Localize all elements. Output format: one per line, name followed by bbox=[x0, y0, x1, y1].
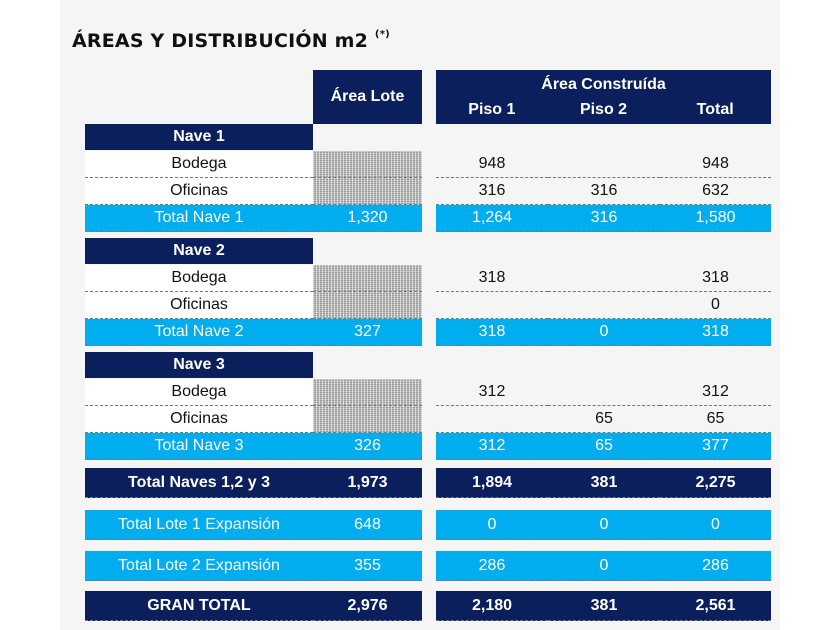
row-label: Bodega bbox=[85, 265, 313, 292]
piso1-value bbox=[436, 406, 548, 433]
detail-row: Bodega 318 318 bbox=[0, 265, 840, 292]
nave-header-row: Nave 2 bbox=[0, 238, 840, 264]
piso1-value: 318 bbox=[436, 265, 548, 292]
page-title: ÁREAS Y DISTRIBUCIÓN m2 (*) bbox=[72, 28, 390, 52]
header-area-construida: Área Construída Piso 1 Piso 2 Total bbox=[436, 70, 771, 124]
piso2-value: 316 bbox=[548, 178, 660, 205]
summary-total: 2,275 bbox=[660, 468, 771, 498]
summary-lote: 2,976 bbox=[313, 591, 422, 621]
subtotal-piso1: 1,264 bbox=[436, 205, 548, 232]
nave-subtotal-row: Total Nave 3 326 312 65 377 bbox=[0, 433, 840, 460]
subtotal-piso1: 312 bbox=[436, 433, 548, 460]
header-piso2: Piso 2 bbox=[579, 101, 628, 118]
detail-row: Bodega 948 948 bbox=[0, 151, 840, 178]
total-value: 948 bbox=[660, 151, 771, 178]
total-value: 318 bbox=[660, 265, 771, 292]
detail-row: Oficinas 316 316 632 bbox=[0, 178, 840, 205]
piso2-value bbox=[548, 379, 660, 406]
summary-piso2: 0 bbox=[548, 551, 660, 581]
summary-piso1: 286 bbox=[436, 551, 548, 581]
piso2-value: 65 bbox=[548, 406, 660, 433]
total-value: 65 bbox=[660, 406, 771, 433]
area-lote-hatched-cell bbox=[313, 178, 422, 205]
subtotal-total: 377 bbox=[660, 433, 771, 460]
subtotal-total: 318 bbox=[660, 319, 771, 346]
row-label: Oficinas bbox=[85, 292, 313, 319]
piso2-value bbox=[548, 151, 660, 178]
summary-row: Total Lote 1 Expansión 648 0 0 0 bbox=[0, 510, 840, 540]
title-footnote-marker: (*) bbox=[374, 28, 390, 40]
row-label: Oficinas bbox=[85, 406, 313, 433]
summary-total: 286 bbox=[660, 551, 771, 581]
summary-label: Total Naves 1,2 y 3 bbox=[85, 468, 313, 498]
header-piso1: Piso 1 bbox=[468, 101, 516, 118]
summary-row: Total Naves 1,2 y 3 1,973 1,894 381 2,275 bbox=[0, 468, 840, 498]
subtotal-lote: 327 bbox=[313, 319, 422, 346]
subtotal-piso2: 65 bbox=[548, 433, 660, 460]
piso1-value bbox=[436, 292, 548, 319]
subtotal-label: Total Nave 2 bbox=[85, 319, 313, 346]
summary-piso1: 2,180 bbox=[436, 591, 548, 621]
total-value: 0 bbox=[660, 292, 771, 319]
header-total: Total bbox=[696, 101, 734, 118]
piso1-value: 312 bbox=[436, 379, 548, 406]
summary-lote: 355 bbox=[313, 551, 422, 581]
summary-label: Total Lote 2 Expansión bbox=[85, 551, 313, 581]
summary-piso2: 381 bbox=[548, 468, 660, 498]
summary-piso1: 1,894 bbox=[436, 468, 548, 498]
summary-lote: 1,973 bbox=[313, 468, 422, 498]
total-value: 632 bbox=[660, 178, 771, 205]
total-value: 312 bbox=[660, 379, 771, 406]
area-lote-hatched-cell bbox=[313, 265, 422, 292]
subtotal-lote: 326 bbox=[313, 433, 422, 460]
summary-total: 0 bbox=[660, 510, 771, 540]
piso2-value bbox=[548, 292, 660, 319]
nave-subtotal-row: Total Nave 1 1,320 1,264 316 1,580 bbox=[0, 205, 840, 232]
area-lote-hatched-cell bbox=[313, 292, 422, 319]
subtotal-piso1: 318 bbox=[436, 319, 548, 346]
piso1-value: 316 bbox=[436, 178, 548, 205]
piso1-value: 948 bbox=[436, 151, 548, 178]
summary-piso2: 0 bbox=[548, 510, 660, 540]
summary-total: 2,561 bbox=[660, 591, 771, 621]
nave-header-row: Nave 3 bbox=[0, 352, 840, 378]
summary-label: GRAN TOTAL bbox=[85, 591, 313, 621]
piso2-value bbox=[548, 265, 660, 292]
area-lote-hatched-cell bbox=[313, 379, 422, 406]
summary-piso1: 0 bbox=[436, 510, 548, 540]
subtotal-piso2: 316 bbox=[548, 205, 660, 232]
summary-row: Total Lote 2 Expansión 355 286 0 286 bbox=[0, 551, 840, 581]
title-text: ÁREAS Y DISTRIBUCIÓN m2 bbox=[72, 30, 369, 52]
subtotal-label: Total Nave 3 bbox=[85, 433, 313, 460]
row-label: Bodega bbox=[85, 379, 313, 406]
detail-row: Bodega 312 312 bbox=[0, 379, 840, 406]
nave-name: Nave 1 bbox=[85, 124, 313, 150]
detail-row: Oficinas 65 65 bbox=[0, 406, 840, 433]
subtotal-lote: 1,320 bbox=[313, 205, 422, 232]
nave-name: Nave 3 bbox=[85, 352, 313, 378]
header-area-construida-title: Área Construída bbox=[541, 76, 666, 93]
subtotal-total: 1,580 bbox=[660, 205, 771, 232]
nave-name: Nave 2 bbox=[85, 238, 313, 264]
area-lote-hatched-cell bbox=[313, 151, 422, 178]
header-area-lote: Área Lote bbox=[313, 70, 422, 124]
summary-row: GRAN TOTAL 2,976 2,180 381 2,561 bbox=[0, 591, 840, 621]
subtotal-piso2: 0 bbox=[548, 319, 660, 346]
nave-header-row: Nave 1 bbox=[0, 124, 840, 150]
subtotal-label: Total Nave 1 bbox=[85, 205, 313, 232]
area-lote-hatched-cell bbox=[313, 406, 422, 433]
detail-row: Oficinas 0 bbox=[0, 292, 840, 319]
summary-piso2: 381 bbox=[548, 591, 660, 621]
summary-lote: 648 bbox=[313, 510, 422, 540]
row-label: Bodega bbox=[85, 151, 313, 178]
nave-subtotal-row: Total Nave 2 327 318 0 318 bbox=[0, 319, 840, 346]
summary-label: Total Lote 1 Expansión bbox=[85, 510, 313, 540]
row-label: Oficinas bbox=[85, 178, 313, 205]
